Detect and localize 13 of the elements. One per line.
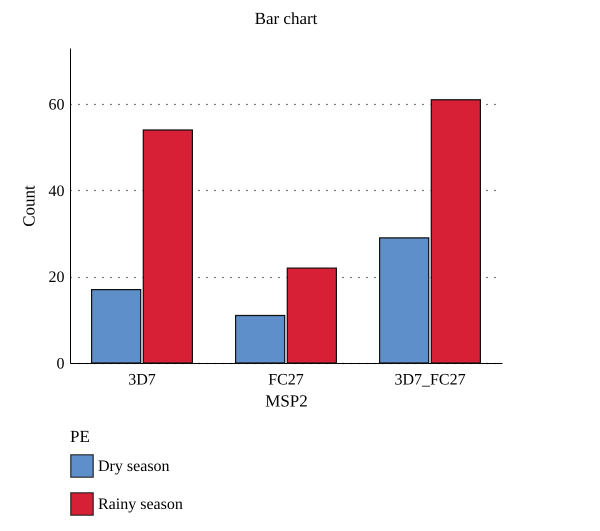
y-tick-label: 60 [48,96,64,114]
y-tick-label: 20 [48,269,64,286]
legend-title: PE [70,427,90,446]
x-tick-label: 3D7_FC27 [394,372,466,388]
y-tick-label: 0 [56,356,64,372]
y-tick-label: 40 [48,182,64,200]
x-axis-title: MSP2 [265,392,308,410]
legend-label: Dry season [98,458,170,475]
legend-label: Rainy season [98,496,183,513]
x-tick-label: FC27 [268,372,304,388]
x-tick-label: 3D7 [128,372,156,388]
y-axis-title: Count [20,184,38,227]
chart-title: Bar chart [254,9,318,28]
